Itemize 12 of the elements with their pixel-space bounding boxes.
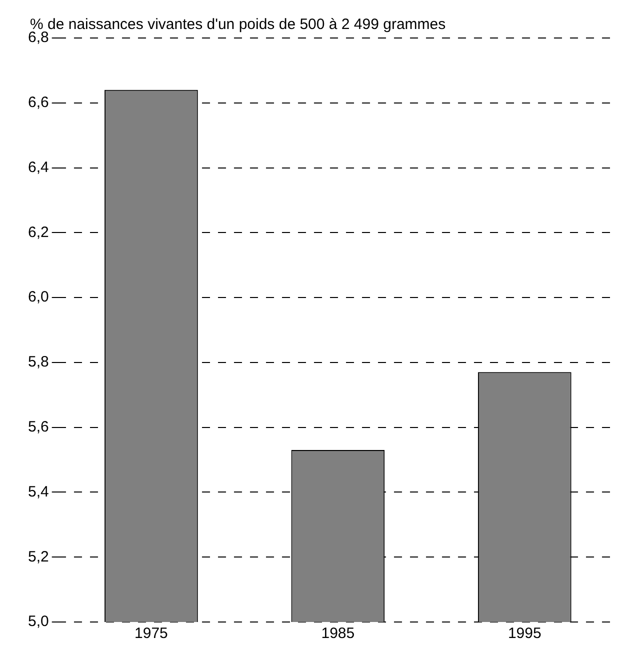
- x-tick-label: 1985: [321, 625, 355, 642]
- y-tick-label: 5,0: [28, 613, 49, 630]
- x-tick-label: 1975: [134, 625, 168, 642]
- y-tick-label: 5,8: [28, 354, 49, 371]
- x-tick-label: 1995: [508, 625, 542, 642]
- y-tick-label: 5,2: [28, 548, 49, 566]
- y-tick-label: 5,4: [28, 483, 49, 500]
- y-tick-label: 5,6: [28, 418, 49, 436]
- y-tick-label: 6,2: [28, 224, 49, 241]
- y-tick-label: 6,0: [28, 288, 49, 306]
- y-tick-label: 6,4: [28, 158, 49, 176]
- y-tick-label: 6,6: [28, 94, 49, 112]
